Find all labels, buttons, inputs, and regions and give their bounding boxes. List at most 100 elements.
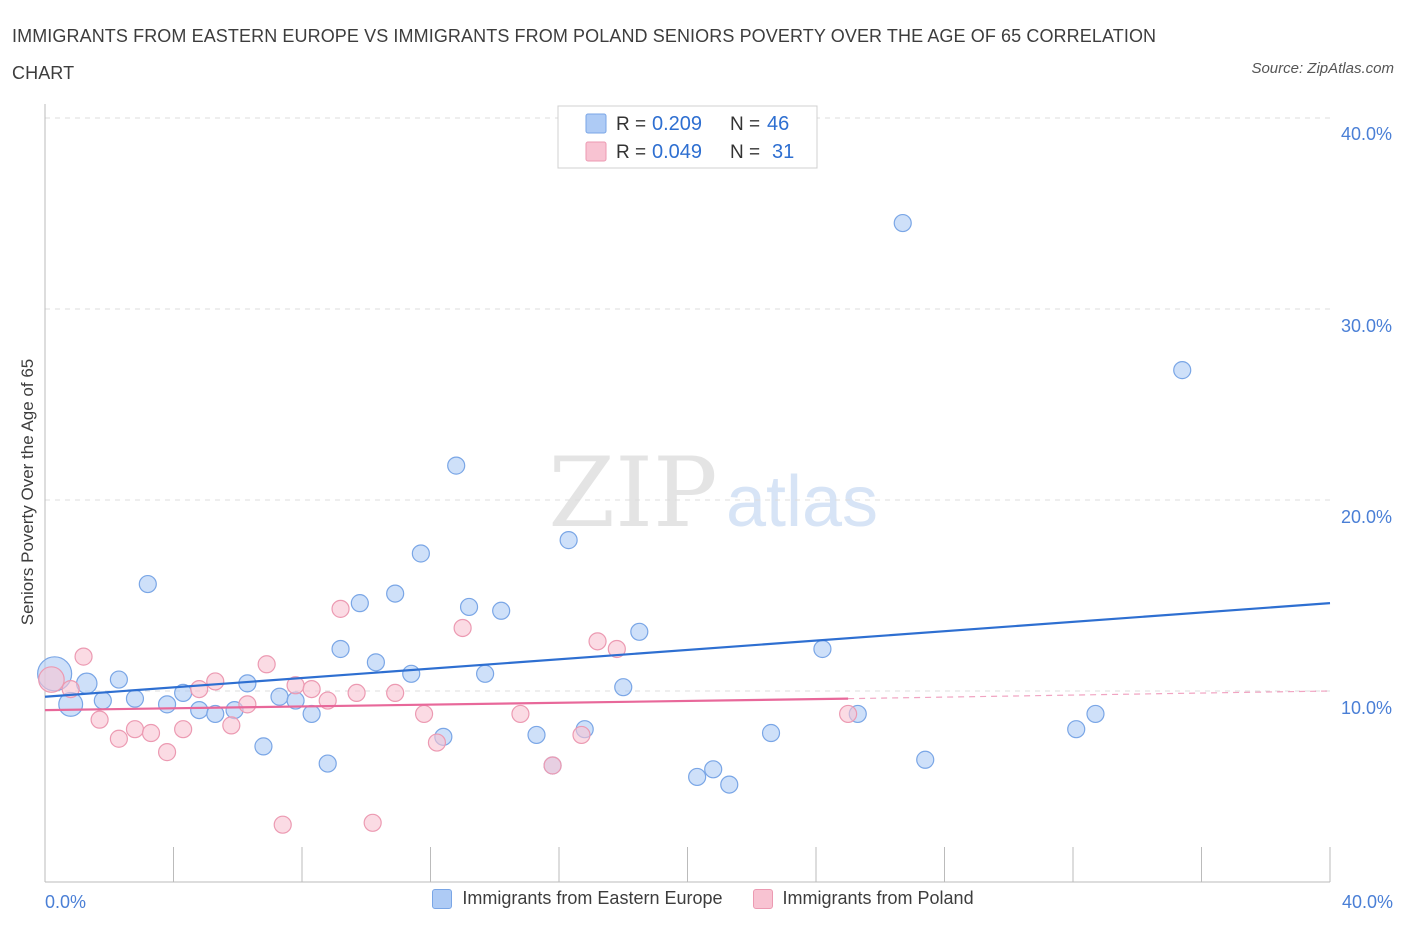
point-eastern-europe-28 <box>492 601 511 620</box>
point-poland-14 <box>273 815 292 834</box>
y-tick-label-10: 10.0% <box>1341 698 1392 718</box>
point-poland-19 <box>347 683 366 703</box>
data-points <box>37 213 1192 834</box>
legend-swatch-poland <box>752 888 773 909</box>
stats-legend: R = 0.209 N = 46 R = 0.049 N = 31 <box>557 105 818 169</box>
point-poland-10 <box>206 672 225 691</box>
point-eastern-europe-16 <box>302 704 321 724</box>
y-tick-label-30: 30.0% <box>1341 316 1392 336</box>
point-eastern-europe-13 <box>254 737 273 756</box>
trend-line-poland-extension <box>848 690 1331 700</box>
legend-n-label-2: N = <box>730 142 760 163</box>
point-poland-26 <box>543 756 562 775</box>
point-eastern-europe-35 <box>688 767 707 787</box>
legend-r-label-1: R = <box>616 114 646 135</box>
point-eastern-europe-5 <box>125 689 145 708</box>
point-eastern-europe-34 <box>630 622 649 641</box>
point-poland-8 <box>174 720 193 739</box>
legend-item-poland: Immigrants from Poland <box>752 888 974 909</box>
legend-swatch-eastern-europe <box>432 888 453 909</box>
source-credit: Source: ZipAtlas.com <box>1251 60 1394 77</box>
point-poland-3 <box>90 710 109 729</box>
point-poland-16 <box>302 679 321 699</box>
legend-label-poland: Immigrants from Poland <box>782 888 974 908</box>
point-eastern-europe-9 <box>190 700 209 720</box>
point-eastern-europe-44 <box>1086 704 1105 724</box>
point-poland-1 <box>61 679 80 699</box>
point-poland-29 <box>607 639 626 659</box>
legend-r-value-2: 0.049 <box>652 141 702 163</box>
point-eastern-europe-26 <box>459 597 479 617</box>
point-eastern-europe-31 <box>559 531 578 550</box>
chart-title: IMMIGRANTS FROM EASTERN EUROPE VS IMMIGR… <box>12 26 1157 83</box>
point-poland-28 <box>588 632 607 651</box>
point-eastern-europe-36 <box>704 760 723 779</box>
legend-r-value-1: 0.209 <box>652 113 702 135</box>
legend-n-value-1: 46 <box>767 113 789 135</box>
point-poland-25 <box>511 704 530 724</box>
legend-swatch-pink <box>585 141 607 162</box>
point-eastern-europe-4 <box>109 670 128 689</box>
point-poland-11 <box>222 716 241 735</box>
point-eastern-europe-38 <box>761 723 781 743</box>
trend-line-eastern-europe <box>44 602 1331 698</box>
legend-r-label-2: R = <box>616 142 646 163</box>
point-poland-6 <box>141 723 161 743</box>
point-eastern-europe-6 <box>138 574 157 594</box>
point-eastern-europe-39 <box>813 639 832 659</box>
point-eastern-europe-20 <box>366 653 385 672</box>
point-poland-23 <box>427 733 447 752</box>
series-legend: Immigrants from Eastern Europe Immigrant… <box>0 888 1406 909</box>
point-eastern-europe-37 <box>720 775 739 794</box>
point-poland-17 <box>318 691 337 710</box>
point-poland-22 <box>414 704 434 724</box>
legend-n-label-1: N = <box>730 114 760 135</box>
point-poland-0 <box>38 666 65 693</box>
point-eastern-europe-7 <box>157 695 177 714</box>
watermark-atlas: atlas <box>726 462 878 542</box>
point-poland-21 <box>386 683 405 703</box>
point-poland-30 <box>839 704 858 724</box>
point-eastern-europe-43 <box>1067 720 1086 739</box>
point-eastern-europe-19 <box>350 594 369 613</box>
point-eastern-europe-42 <box>916 750 935 769</box>
point-poland-20 <box>363 813 382 832</box>
gridlines <box>45 117 1330 692</box>
point-poland-24 <box>453 618 472 638</box>
watermark-zip: ZIP <box>548 437 717 549</box>
point-poland-9 <box>190 679 209 699</box>
legend-item-eastern-europe: Immigrants from Eastern Europe <box>432 888 723 909</box>
point-poland-18 <box>331 599 350 618</box>
y-tick-label-20: 20.0% <box>1341 507 1392 527</box>
point-eastern-europe-18 <box>331 639 350 659</box>
trend-lines <box>44 602 1331 712</box>
point-eastern-europe-27 <box>476 664 495 683</box>
point-eastern-europe-23 <box>411 544 430 563</box>
point-eastern-europe-22 <box>402 664 421 683</box>
point-eastern-europe-41 <box>893 213 912 233</box>
point-eastern-europe-17 <box>318 754 337 773</box>
point-poland-13 <box>257 655 276 674</box>
point-poland-2 <box>74 647 93 666</box>
y-tick-label-40: 40.0% <box>1341 124 1392 144</box>
x-tick-label-min: 0.0% <box>45 892 86 912</box>
point-poland-27 <box>572 725 591 745</box>
trend-line-poland <box>44 697 849 712</box>
point-eastern-europe-33 <box>614 678 633 697</box>
point-poland-5 <box>125 720 145 739</box>
point-poland-12 <box>238 695 257 714</box>
legend-n-value-2: 31 <box>772 141 794 163</box>
point-eastern-europe-29 <box>527 725 546 745</box>
point-eastern-europe-3 <box>93 691 112 710</box>
point-poland-7 <box>157 743 177 762</box>
point-eastern-europe-25 <box>447 456 466 475</box>
axes <box>44 104 1331 883</box>
point-eastern-europe-14 <box>270 687 289 706</box>
legend-label-eastern-europe: Immigrants from Eastern Europe <box>462 888 723 908</box>
point-poland-4 <box>109 729 128 748</box>
point-eastern-europe-10 <box>206 704 225 724</box>
point-eastern-europe-45 <box>1173 361 1192 380</box>
point-eastern-europe-21 <box>386 584 405 603</box>
x-tick-label-max: 40.0% <box>1342 892 1393 912</box>
